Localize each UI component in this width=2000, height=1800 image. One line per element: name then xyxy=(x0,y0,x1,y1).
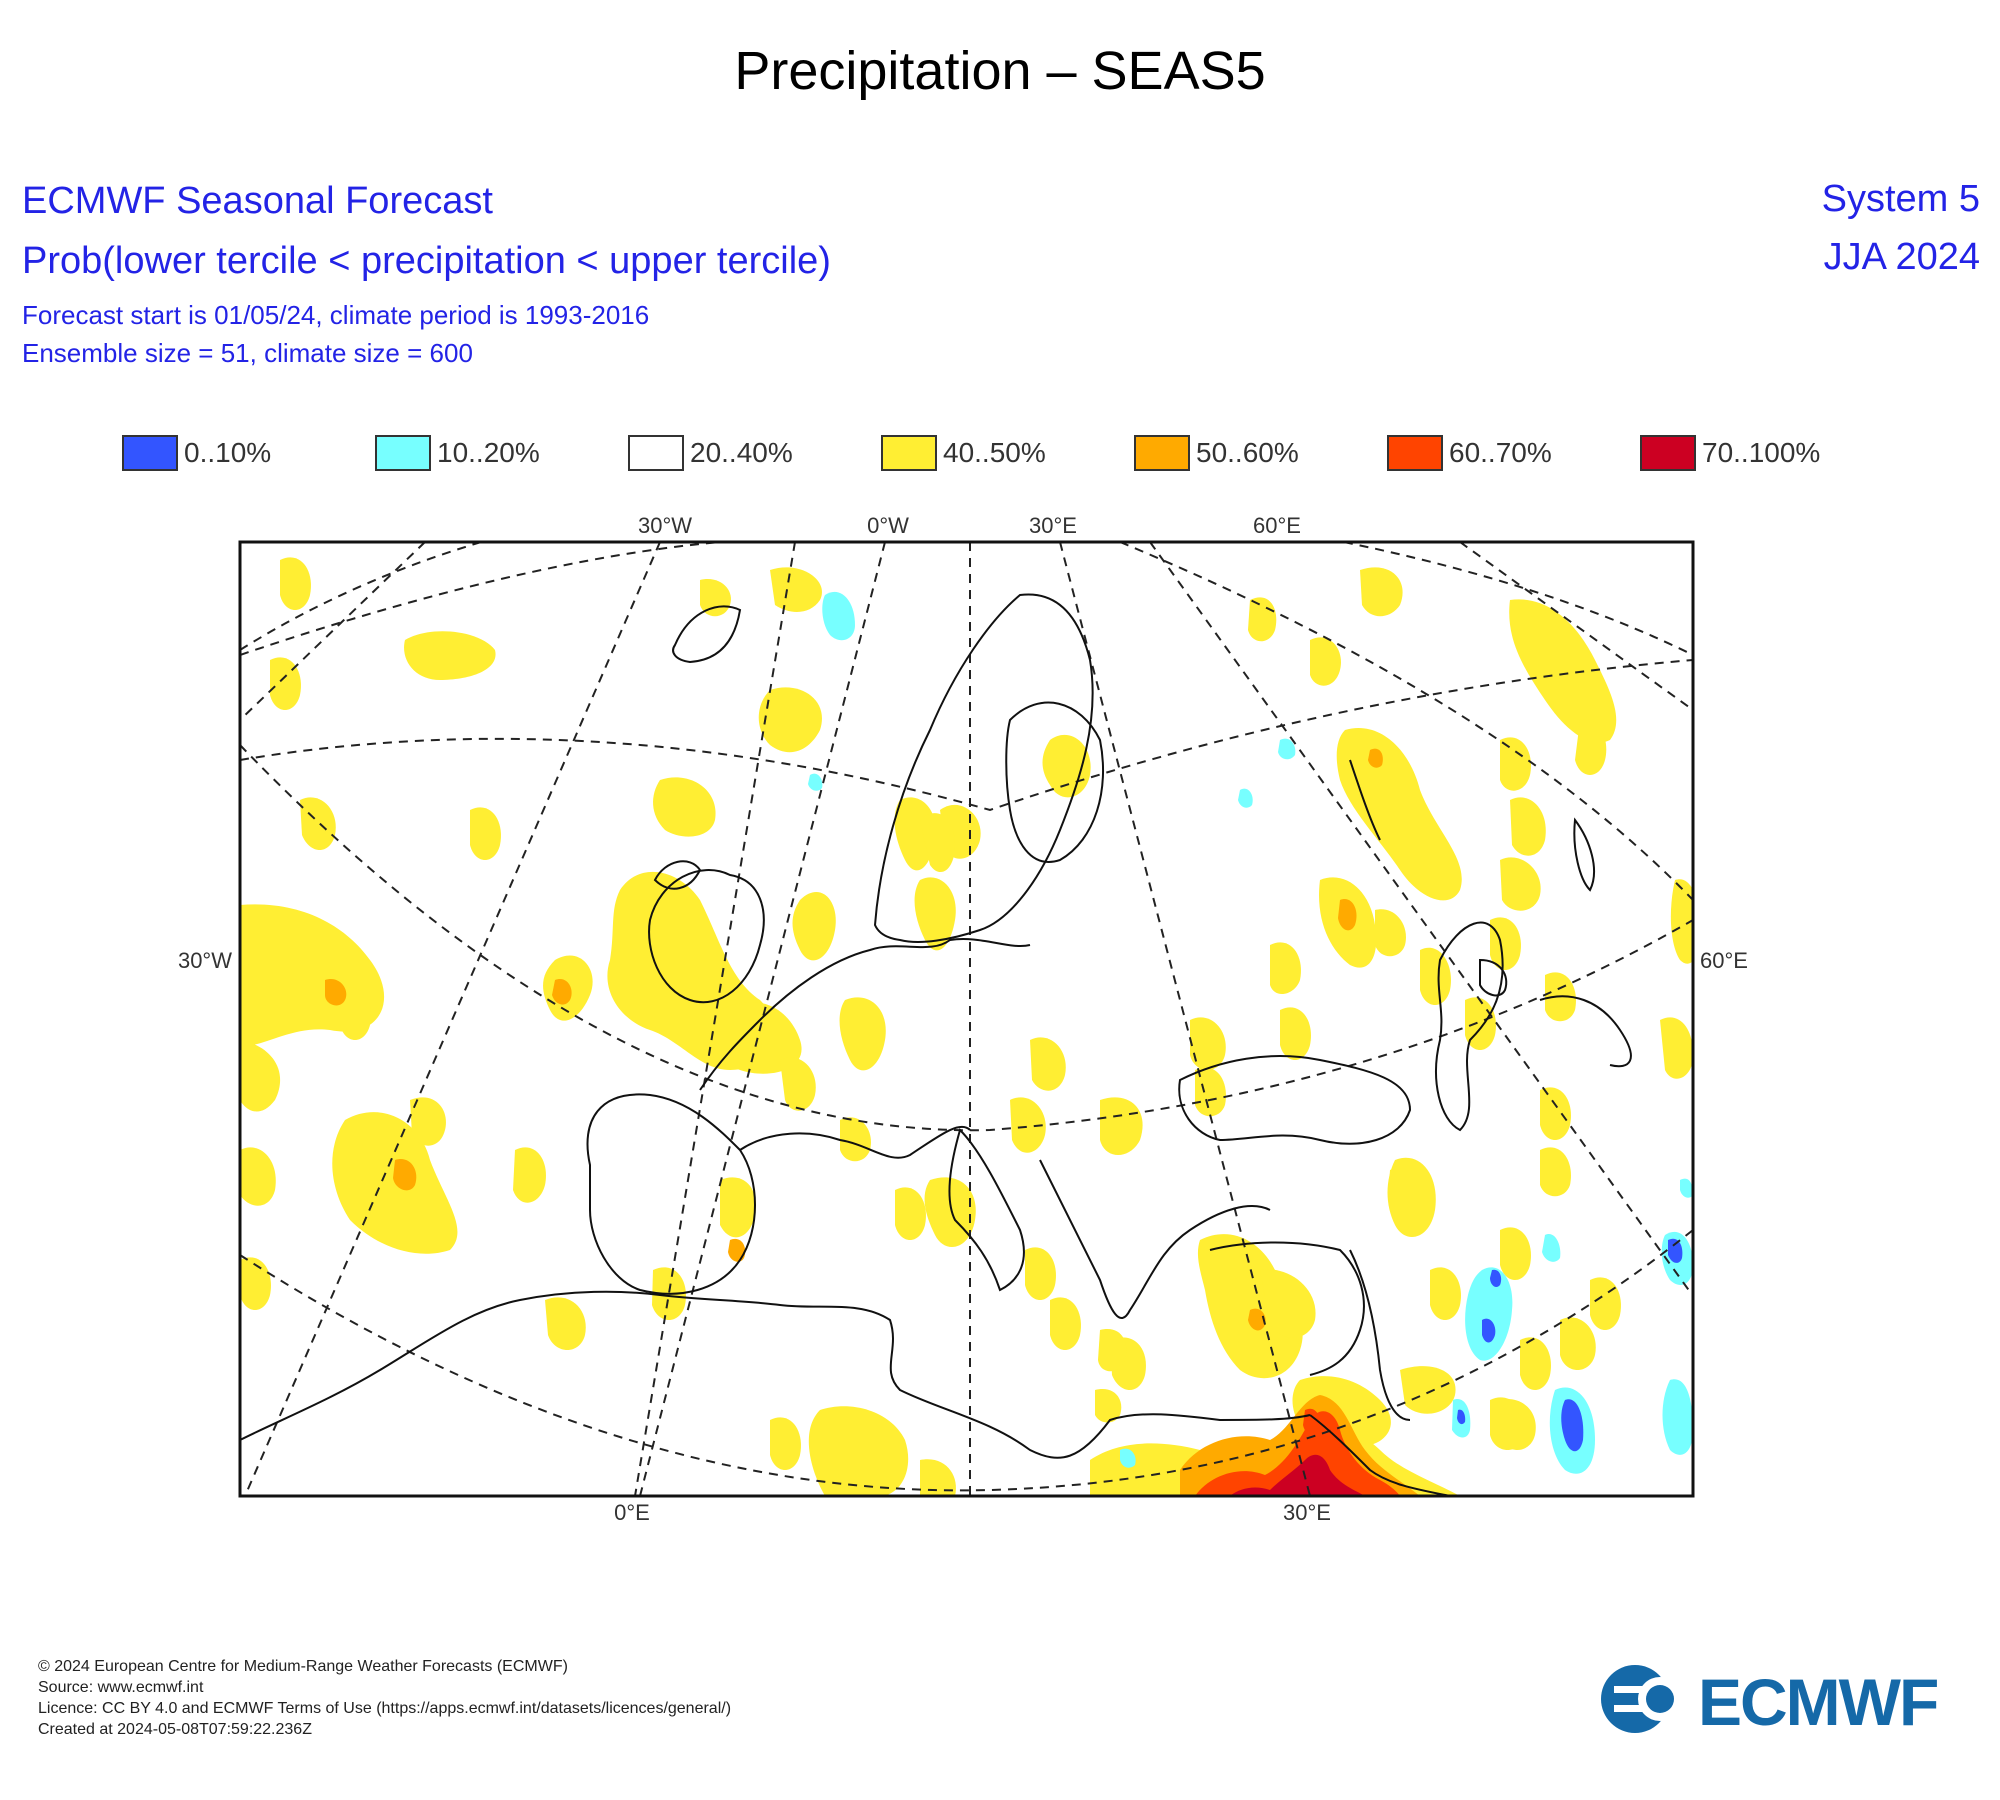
ecmwf-logo-mark xyxy=(1601,1665,1682,1733)
lake-outline xyxy=(1479,958,1508,997)
legend-swatch xyxy=(628,435,684,471)
legend-label: 10..20% xyxy=(437,437,540,468)
forecast-start-info: Forecast start is 01/05/24, climate peri… xyxy=(22,300,650,330)
turkey-coast xyxy=(1209,1241,1365,1376)
page-title: Precipitation – SEAS5 xyxy=(734,41,1266,101)
ecmwf-logo: ECMWF xyxy=(1601,1665,1939,1736)
legend-label: 0..10% xyxy=(184,437,272,468)
legend-swatch xyxy=(1134,435,1190,471)
lon-label-top-2: 30°E xyxy=(1029,513,1077,538)
prob-50-60-areas xyxy=(325,748,1420,1496)
meridian-line xyxy=(240,542,426,721)
lon-label-bottom-0: 0°E xyxy=(614,1500,650,1525)
legend-label: 60..70% xyxy=(1449,437,1552,468)
iceland-coast xyxy=(672,605,742,664)
scandinavia-coast xyxy=(873,593,1094,943)
ireland-coast xyxy=(653,860,702,890)
iberia-coast xyxy=(586,1093,756,1295)
coastlines xyxy=(240,593,1632,1496)
aral-sea-coast xyxy=(1539,995,1632,1068)
legend-item-50-60: 50..60% xyxy=(1134,435,1299,471)
caspian-sea-coast xyxy=(1435,921,1504,1132)
lon-label-top-0: 30°W xyxy=(638,513,692,538)
legend-item-40-50: 40..50% xyxy=(881,435,1046,471)
parallel-line xyxy=(240,542,721,656)
red-sea-coast xyxy=(1309,1414,1451,1496)
meridian-line xyxy=(1149,542,1693,1297)
system-label: System 5 xyxy=(1821,178,1980,220)
parallel-line xyxy=(240,659,1693,812)
black-sea-coast xyxy=(1178,1055,1412,1145)
legend-label: 20..40% xyxy=(690,437,793,468)
licence-text: Licence: CC BY 4.0 and ECMWF Terms of Us… xyxy=(38,1700,732,1717)
parallel-line xyxy=(240,744,1693,1132)
legend-item-10-20: 10..20% xyxy=(375,435,540,471)
legend-item-0-10: 0..10% xyxy=(122,435,271,471)
parallel-line xyxy=(1119,542,1693,901)
legend-item-70-100: 70..100% xyxy=(1640,435,1820,471)
legend-label: 50..60% xyxy=(1196,437,1299,468)
legend-label: 40..50% xyxy=(943,437,1046,468)
ecmwf-logo-text: ECMWF xyxy=(1698,1665,1937,1736)
legend-item-60-70: 60..70% xyxy=(1387,435,1552,471)
levant-coast xyxy=(1349,1249,1411,1421)
copyright-text: © 2024 European Centre for Medium-Range … xyxy=(38,1658,568,1675)
legend-label: 70..100% xyxy=(1702,437,1821,468)
lon-label-top-1: 0°W xyxy=(867,513,909,538)
lat-label-right: 60°E xyxy=(1700,948,1748,973)
prob-0-10-areas xyxy=(1457,1238,1683,1452)
lon-label-top-3: 60°E xyxy=(1253,513,1301,538)
italy-coast xyxy=(948,1128,1025,1292)
lon-label-bottom-1: 30°E xyxy=(1283,1500,1331,1525)
meridian-line xyxy=(244,542,661,1496)
created-text: Created at 2024-05-08T07:59:22.236Z xyxy=(38,1721,312,1738)
meridian-line xyxy=(634,542,796,1496)
map-axis-labels: 30°W 0°W 30°E 60°E 0°E 30°E 30°W 60°E xyxy=(178,513,1748,1525)
ensemble-info: Ensemble size = 51, climate size = 600 xyxy=(22,338,473,368)
finland-coast xyxy=(1005,701,1104,863)
parallel-line xyxy=(240,542,1693,656)
legend: 0..10% 10..20% 20..40% 40..50% 50..60% 6… xyxy=(122,435,1862,475)
map-frame xyxy=(238,540,1695,1498)
forecast-variable: Prob(lower tercile < precipitation < upp… xyxy=(22,240,831,282)
footer: © 2024 European Centre for Medium-Range … xyxy=(38,1656,731,1740)
season-label: JJA 2024 xyxy=(1823,236,1980,278)
legend-swatch xyxy=(1640,435,1696,471)
parallel-line xyxy=(240,1229,1693,1492)
meridian-line xyxy=(639,542,886,1496)
source-text: Source: www.ecmwf.int xyxy=(38,1679,204,1696)
forecast-title: ECMWF Seasonal Forecast xyxy=(22,180,493,222)
north-africa-coast xyxy=(240,1290,1311,1459)
legend-swatch xyxy=(1387,435,1443,471)
lat-label-left: 30°W xyxy=(178,948,232,973)
lake-outline xyxy=(1573,817,1595,892)
france-coast xyxy=(739,1125,971,1159)
graticule xyxy=(240,542,1693,1496)
prob-70-100-areas xyxy=(1230,1454,1365,1496)
balkans-coast xyxy=(1039,1159,1271,1319)
legend-swatch xyxy=(375,435,431,471)
novaya-zemlya-coast xyxy=(1349,759,1381,841)
legend-swatch xyxy=(881,435,937,471)
legend-item-20-40: 20..40% xyxy=(628,435,793,471)
meridian-line xyxy=(1059,542,1311,1496)
europe-north-coast xyxy=(699,938,1031,1091)
legend-swatch xyxy=(122,435,178,471)
